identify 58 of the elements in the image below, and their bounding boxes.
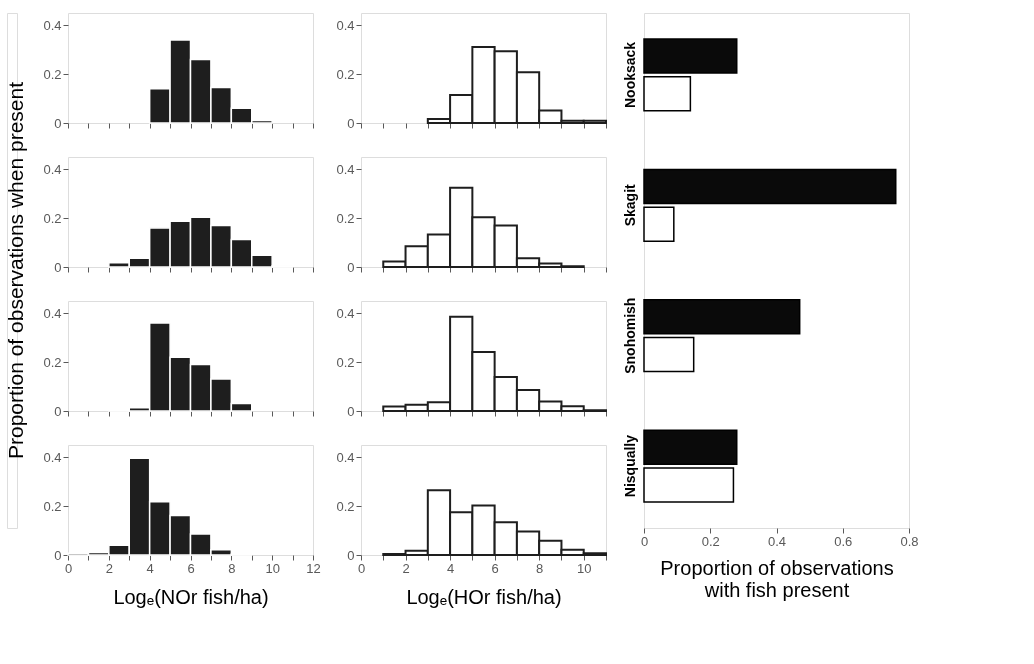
x-tick-label: 6 [491,560,499,576]
y-tick-label: 0 [54,259,62,275]
x-axis-title: Logₑ(HOr fish/ha) [406,585,562,608]
y-tick-label: 0 [54,403,62,419]
y-tick-label: 0 [54,547,62,563]
y-tick-label: 0.4 [43,161,62,177]
bar [643,467,735,503]
y-tick-label: 0 [347,403,355,419]
bar [643,206,675,242]
x-axis-title: Proportion of observations with fish present [660,556,894,601]
x-tick-label: 0 [640,533,649,549]
bar [643,299,801,335]
y-tick-label: 0.4 [336,17,355,33]
x-tick-label: 6 [187,560,195,576]
x-axis-title: Logₑ(NOr fish/ha) [113,585,269,608]
y-tick-label: Snohomish [621,297,638,374]
x-tick-label: 0.2 [701,533,720,549]
x-tick-label: 4 [446,560,455,576]
y-tick-label: 0.4 [336,449,355,465]
y-tick-label: 0.2 [43,66,62,82]
y-tick-label: 0 [347,547,355,563]
y-tick-label: 0.2 [43,498,62,514]
y-tick-label: Nooksack [621,41,638,109]
bar [643,336,695,373]
x-tick-label: 0.8 [900,533,919,549]
y-tick-label: 0.2 [336,498,355,514]
y-tick-label: 0.2 [336,210,355,226]
y-tick-label: 0.4 [43,305,62,321]
y-tick-label: 0.4 [43,17,62,33]
x-tick-label: 8 [228,560,236,576]
x-tick-label: 4 [146,560,154,576]
y-tick-label: 0.4 [43,449,62,465]
x-tick-label: 2 [402,560,410,576]
x-tick-label: 0.4 [767,533,787,549]
y-tick-label: Skagit [621,183,638,227]
x-tick-label: 0 [357,560,366,576]
bar [643,38,738,74]
y-tick-label: Nisqually [621,434,638,498]
y-tick-label: 0.2 [43,210,62,226]
y-tick-label: 0.4 [336,161,355,177]
x-tick-label: 0 [64,560,73,576]
x-tick-label: 12 [306,560,321,576]
bar [643,429,738,465]
x-tick-label: 8 [536,560,544,576]
y-tick-label: 0 [347,115,355,131]
y-tick-label: 0.2 [336,66,355,82]
x-tick-label: 10 [576,560,592,576]
x-tick-label: 2 [105,560,113,576]
x-tick-label: 0.6 [834,533,853,549]
y-tick-label: 0.2 [43,354,62,370]
y-tick-label: 0.2 [336,354,355,370]
y-tick-label: 0 [54,115,62,131]
bar [643,168,897,205]
bar [643,76,692,112]
y-tick-label: 0.4 [336,305,355,321]
y-axis-title: Proportion of observations when present [4,81,27,460]
x-tick-label: 10 [265,560,280,576]
y-tick-label: 0 [347,259,355,275]
